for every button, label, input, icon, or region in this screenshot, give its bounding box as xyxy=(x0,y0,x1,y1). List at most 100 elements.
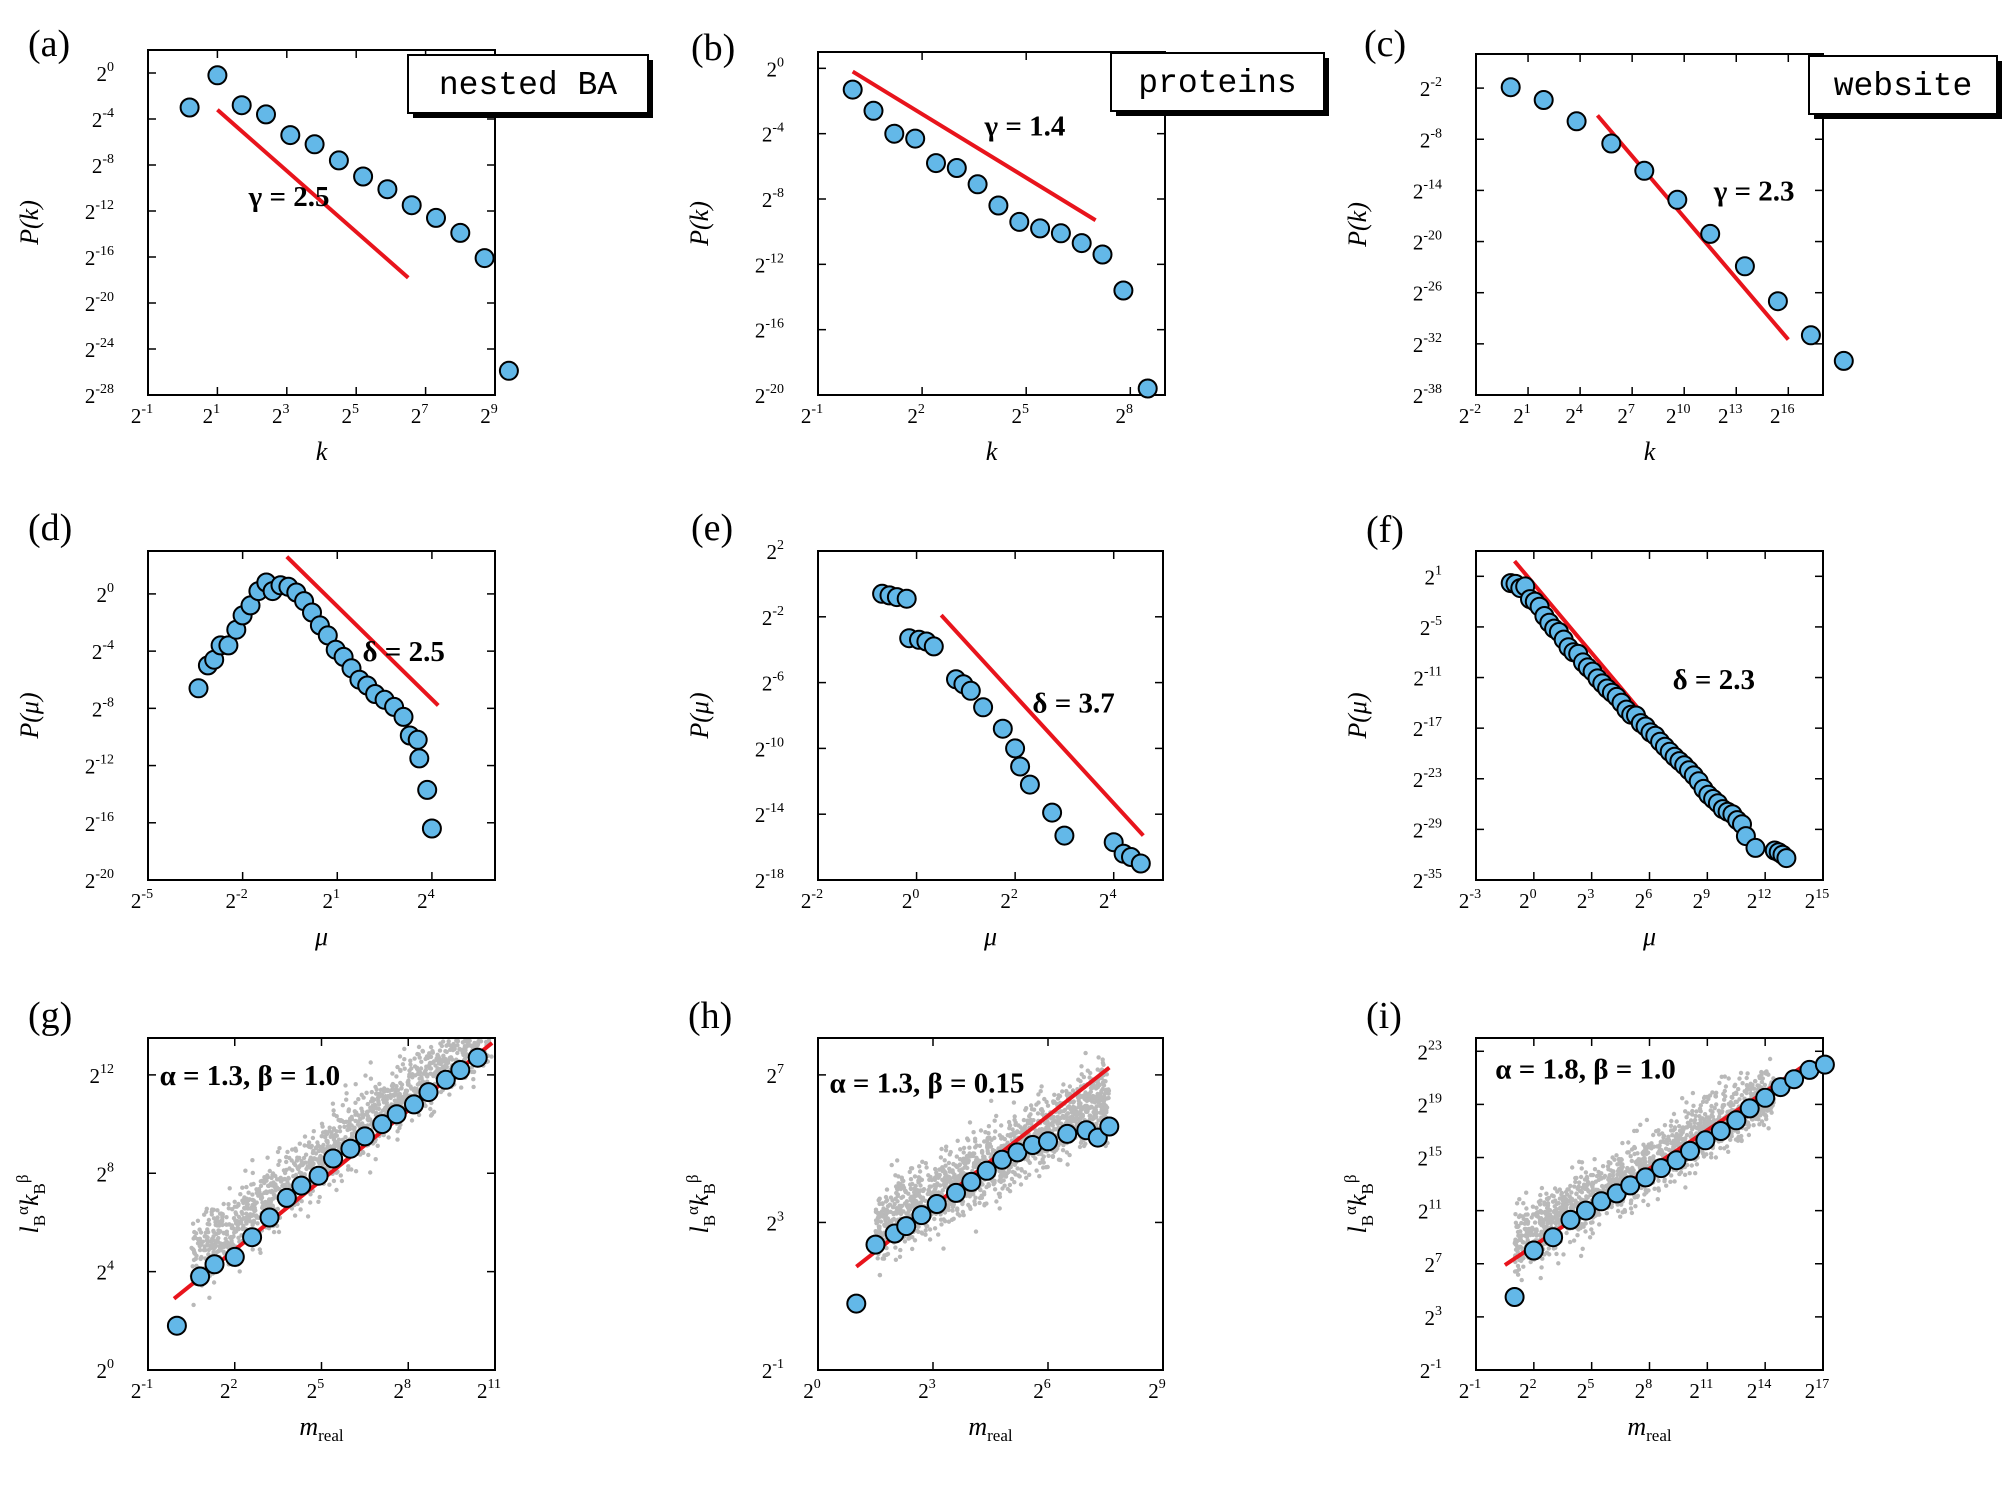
cloud-point xyxy=(250,1222,255,1228)
cloud-point xyxy=(895,1158,900,1163)
cloud-point xyxy=(270,1171,276,1176)
cloud-point xyxy=(932,1189,937,1195)
panel-label: (g) xyxy=(28,995,72,1037)
cloud-point xyxy=(997,1178,1002,1184)
cloud-point xyxy=(437,1048,443,1053)
cloud-point xyxy=(299,1199,304,1204)
data-point xyxy=(421,818,442,839)
cloud-point xyxy=(1582,1186,1588,1191)
cloud-point xyxy=(1064,1092,1070,1098)
y-tick-label: 2-5 xyxy=(1420,614,1442,640)
y-axis-label: P(μ) xyxy=(1343,692,1372,739)
cloud-point xyxy=(1534,1205,1539,1211)
cloud-point xyxy=(1534,1227,1539,1232)
cloud-point xyxy=(447,1092,452,1097)
cloud-point xyxy=(365,1114,371,1119)
cloud-point xyxy=(353,1118,358,1124)
cloud-point xyxy=(299,1159,304,1164)
cloud-point xyxy=(277,1158,282,1164)
cloud-point xyxy=(1524,1190,1529,1195)
cloud-point xyxy=(1078,1095,1083,1100)
cloud-point xyxy=(1744,1075,1749,1081)
x-tick-label: 26 xyxy=(1033,1377,1051,1403)
cloud-point xyxy=(1759,1119,1765,1124)
cloud-point xyxy=(1520,1214,1525,1219)
cloud-point xyxy=(433,1063,438,1068)
data-point xyxy=(967,174,988,195)
cloud-point xyxy=(427,1060,433,1066)
cloud-point xyxy=(428,1071,433,1076)
cloud-point xyxy=(1025,1119,1031,1124)
cloud-point xyxy=(293,1162,298,1168)
y-tick-label: 27 xyxy=(767,1062,785,1088)
cloud-point xyxy=(471,1069,477,1075)
cloud-point xyxy=(1518,1229,1523,1234)
data-point xyxy=(256,104,276,125)
cloud-point xyxy=(1516,1214,1522,1220)
cloud-point xyxy=(394,1074,399,1079)
cloud-point xyxy=(899,1195,904,1201)
y-tick-label: 2-4 xyxy=(92,106,114,132)
cloud-point xyxy=(939,1146,944,1152)
cloud-point xyxy=(1697,1114,1702,1119)
data-point xyxy=(308,1165,329,1186)
cloud-point xyxy=(1605,1182,1611,1188)
y-tick-label: 2-12 xyxy=(85,753,114,779)
cloud-point xyxy=(1577,1180,1582,1185)
cloud-point xyxy=(392,1098,398,1103)
cloud-point xyxy=(984,1184,989,1190)
cloud-point xyxy=(302,1134,308,1139)
cloud-point xyxy=(463,1039,468,1044)
cloud-point xyxy=(940,1188,945,1193)
cloud-point xyxy=(1751,1086,1757,1091)
cloud-point xyxy=(1677,1128,1683,1134)
cloud-point xyxy=(238,1192,243,1197)
x-tick-label: 212 xyxy=(1747,887,1772,913)
cloud-point xyxy=(1688,1130,1694,1136)
data-point xyxy=(1030,218,1051,239)
panel-g: 2-1 22 25 28 211 20 24 28 212 mreal lBαkBβ α = 1.3,… xyxy=(13,995,501,1445)
cloud-point xyxy=(1098,1096,1103,1101)
cloud-point xyxy=(1611,1169,1616,1174)
data-point xyxy=(498,360,519,381)
data-point xyxy=(1767,291,1788,312)
cloud-point xyxy=(1524,1206,1529,1211)
cloud-point xyxy=(255,1221,260,1226)
cloud-point xyxy=(1067,1152,1072,1158)
cloud-point xyxy=(981,1154,986,1159)
y-tick-label: 2-20 xyxy=(1413,229,1442,255)
cloud-point xyxy=(1622,1209,1628,1214)
cloud-point xyxy=(1717,1080,1722,1086)
x-tick-label: 21 xyxy=(1513,402,1531,428)
cloud-point xyxy=(932,1175,938,1180)
y-tick-label: 2-4 xyxy=(762,121,784,147)
cloud-point xyxy=(1022,1170,1028,1175)
cloud-point xyxy=(944,1144,949,1149)
cloud-point xyxy=(1604,1211,1610,1216)
data-point xyxy=(1042,802,1063,823)
y-tick-label: 2-14 xyxy=(755,801,784,827)
cloud-point xyxy=(972,1136,978,1142)
x-tick-label: 29 xyxy=(480,402,498,428)
cloud-point xyxy=(226,1202,231,1207)
data-point xyxy=(393,706,414,727)
cloud-point xyxy=(1539,1265,1544,1270)
panel-b: 2-1 22 25 28 2-20 2-16 2-12 2-8 2-4 20 k P(k) γ = 1.… xyxy=(685,27,1329,466)
x-tick-label: 2-1 xyxy=(131,1377,153,1403)
network-name: website xyxy=(1834,68,1973,105)
cloud-point xyxy=(428,1106,433,1112)
cloud-point xyxy=(1561,1252,1566,1257)
cloud-point xyxy=(1584,1196,1589,1201)
cloud-point xyxy=(1569,1190,1574,1195)
cloud-point xyxy=(418,1066,424,1071)
cloud-point xyxy=(360,1115,366,1120)
cloud-point xyxy=(997,1194,1003,1200)
cloud-point xyxy=(1628,1154,1633,1159)
cloud-point xyxy=(368,1060,373,1065)
data-point xyxy=(1113,280,1134,301)
cloud-point xyxy=(189,1245,194,1251)
cloud-point xyxy=(1034,1168,1039,1173)
cloud-point xyxy=(1658,1139,1664,1145)
panel-f: 2-3 20 23 26 29 212 215 2-35 2-29 2-23 2-17 2-11 2-5… xyxy=(1343,509,1829,951)
cloud-point xyxy=(967,1145,972,1150)
